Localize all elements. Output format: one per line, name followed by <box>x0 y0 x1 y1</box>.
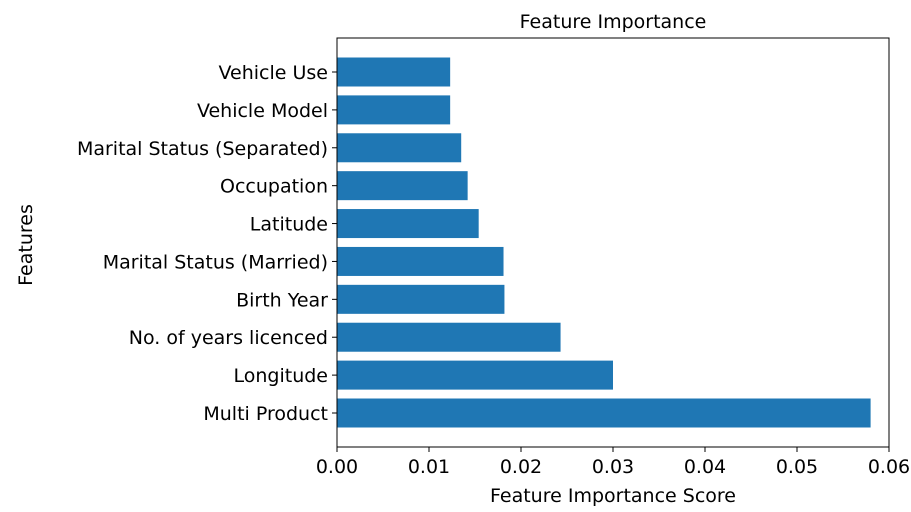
category-label: Birth Year <box>236 289 328 311</box>
bar <box>337 95 451 125</box>
category-label: Latitude <box>250 214 328 236</box>
bar <box>337 246 504 276</box>
bars-group <box>337 57 871 428</box>
bar <box>337 209 479 239</box>
bar <box>337 284 505 314</box>
bar <box>337 133 462 163</box>
category-label: Marital Status (Separated) <box>77 138 328 160</box>
bar <box>337 171 468 201</box>
chart-title: Feature Importance <box>520 11 707 33</box>
x-tick-label: 0.04 <box>684 456 726 478</box>
bar <box>337 360 613 390</box>
x-axis: 0.00 0.01 0.02 0.03 0.04 0.05 0.06 <box>316 447 910 478</box>
bar <box>337 57 451 87</box>
x-tick-label: 0.01 <box>408 456 450 478</box>
category-label: No. of years licenced <box>129 327 328 349</box>
x-tick-label: 0.00 <box>316 456 358 478</box>
category-labels: Multi Product Longitude No. of years licen… <box>77 62 337 425</box>
x-tick-label: 0.05 <box>776 456 818 478</box>
category-label: Vehicle Model <box>197 100 328 122</box>
y-axis-label: Features <box>15 204 37 286</box>
x-tick-label: 0.02 <box>500 456 542 478</box>
plot-frame <box>336 37 890 448</box>
category-label: Marital Status (Married) <box>103 251 328 273</box>
x-tick-label: 0.06 <box>868 456 910 478</box>
category-label: Occupation <box>220 176 328 198</box>
category-label: Multi Product <box>203 403 328 425</box>
bar <box>337 322 561 352</box>
category-label: Longitude <box>234 365 329 387</box>
bar <box>337 398 871 428</box>
x-tick-label: 0.03 <box>592 456 634 478</box>
x-axis-label: Feature Importance Score <box>490 485 736 507</box>
category-label: Vehicle Use <box>219 62 328 84</box>
